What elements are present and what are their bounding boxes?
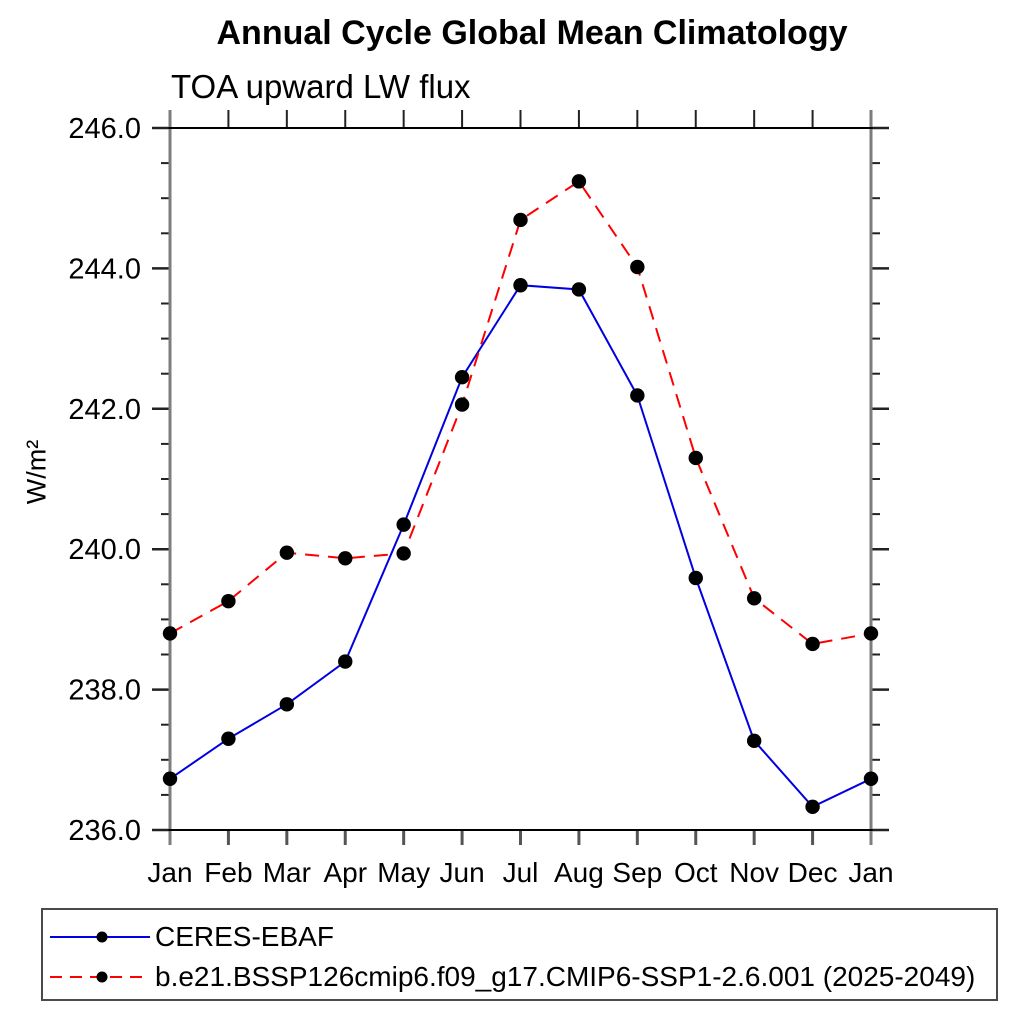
x-tick-label: Sep [612, 857, 662, 888]
y-tick-label: 236.0 [68, 815, 141, 847]
x-tick-label: Jul [503, 857, 539, 888]
y-tick-label: 246.0 [68, 113, 141, 145]
data-point-marker [863, 626, 879, 641]
x-tick-label: Jun [440, 857, 485, 888]
data-point-marker [571, 174, 587, 189]
x-tick-label: Dec [788, 857, 838, 888]
x-tick-label: Mar [263, 857, 311, 888]
data-point-marker [630, 388, 645, 403]
x-tick-label: Apr [323, 857, 367, 888]
data-point-marker [805, 636, 820, 652]
data-point-marker [630, 259, 645, 275]
x-tick-label: Oct [674, 857, 718, 888]
legend-dashed-line-marker-icon [50, 971, 150, 983]
data-point-marker [513, 278, 528, 293]
data-point-marker [513, 212, 528, 228]
data-point-marker [454, 370, 470, 385]
x-tick-label: Nov [729, 857, 779, 888]
legend: CERES-EBAF b.e21.BSSP126cmip6.f09_g17.CM… [41, 908, 998, 1001]
legend-item-ceres: CERES-EBAF [48, 917, 334, 957]
data-point-marker [338, 654, 353, 669]
data-point-marker [279, 545, 295, 560]
data-point-marker [338, 551, 353, 566]
x-tick-label: Jan [848, 857, 893, 888]
data-point-marker [396, 517, 411, 532]
data-point-marker [162, 771, 178, 786]
data-point-marker [571, 282, 587, 297]
data-point-marker [863, 771, 879, 786]
series-line-solid [169, 284, 872, 809]
legend-label: b.e21.BSSP126cmip6.f09_g17.CMIP6-SSP1-2.… [155, 961, 976, 992]
x-tick-label: Feb [204, 857, 252, 888]
x-tick-label: Jan [147, 857, 192, 888]
data-point-marker [454, 397, 470, 412]
legend-label: CERES-EBAF [155, 921, 334, 952]
data-point-marker [279, 697, 295, 712]
data-point-marker [688, 570, 703, 586]
y-tick-label: 238.0 [68, 675, 141, 707]
chart-title: Annual Cycle Global Mean Climatology [216, 14, 848, 52]
x-tick-label: May [377, 857, 430, 888]
x-tick-label: Aug [554, 857, 604, 888]
data-point-marker [396, 546, 411, 561]
data-point-marker [805, 799, 820, 815]
data-point-marker [688, 450, 703, 466]
legend-item-model: b.e21.BSSP126cmip6.f09_g17.CMIP6-SSP1-2.… [48, 957, 975, 997]
data-point-marker [221, 593, 236, 609]
series-line-dashed [169, 180, 872, 646]
data-point-marker [746, 733, 762, 749]
data-point-marker [746, 591, 762, 606]
y-tick-label: 240.0 [68, 534, 141, 566]
chart-subtitle: TOA upward LW flux [171, 68, 471, 105]
y-tick-label: 244.0 [68, 253, 141, 285]
data-point-marker [221, 731, 236, 746]
y-tick-label: 242.0 [68, 394, 141, 426]
data-point-marker [162, 626, 178, 641]
legend-solid-line-marker-icon [50, 931, 150, 943]
